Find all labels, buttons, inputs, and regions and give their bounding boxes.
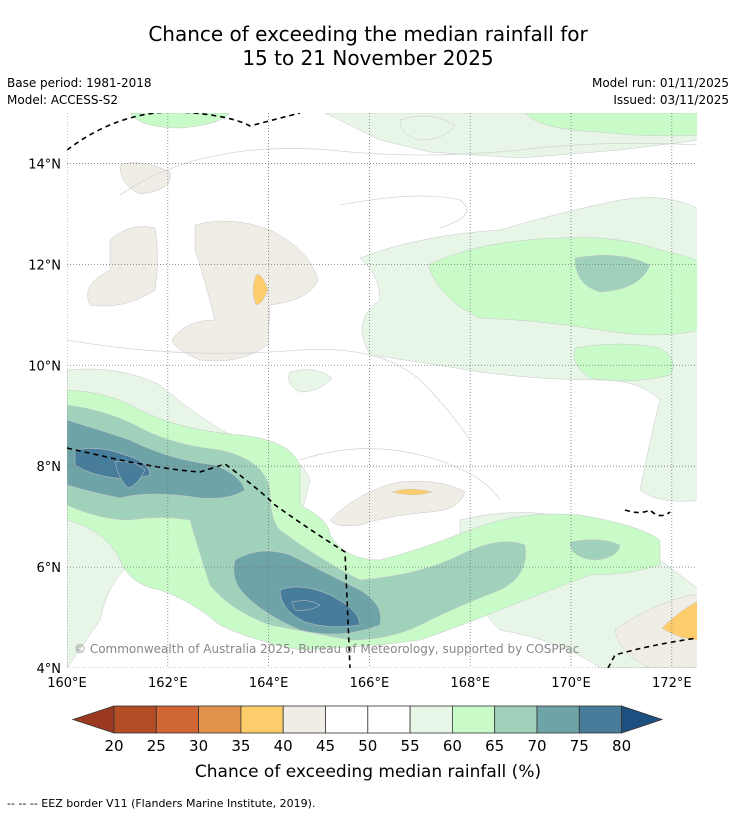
colorbar-tick-label: 70 <box>527 737 546 755</box>
meta-right: Model run: 01/11/2025 Issued: 03/11/2025 <box>592 75 729 109</box>
colorbar-tick-label: 35 <box>231 737 250 755</box>
colorbar-tick-label: 20 <box>104 737 123 755</box>
colorbar-tick-label: 45 <box>316 737 335 755</box>
x-tick-label: 160°E <box>47 676 87 691</box>
colorbar-segment <box>451 705 496 734</box>
x-tick-label: 162°E <box>148 676 188 691</box>
region-35-center <box>391 488 433 496</box>
issued-date: Issued: 03/11/2025 <box>613 93 729 107</box>
colorbar-tick-label: 55 <box>401 737 420 755</box>
x-tick-label: 172°E <box>652 676 692 691</box>
region-65-east <box>569 539 621 561</box>
region-60-ne <box>524 113 697 137</box>
colorbar-tick-label: 80 <box>612 737 631 755</box>
chart-title: Chance of exceeding the median rainfall … <box>0 22 736 70</box>
y-tick-label: 6°N <box>37 561 62 576</box>
y-tick-label: 12°N <box>28 258 61 273</box>
y-tick-label: 4°N <box>37 662 62 677</box>
region-40-north <box>171 220 319 362</box>
colorbar-segment <box>494 705 538 734</box>
colorbar-min-arrow <box>71 705 115 734</box>
colorbar-tick-label: 60 <box>443 737 462 755</box>
title-line-1: Chance of exceeding the median rainfall … <box>148 22 588 46</box>
y-tick-label: 10°N <box>28 359 61 374</box>
region-60-east-2 <box>573 343 674 382</box>
colorbar-tick-label: 50 <box>358 737 377 755</box>
colorbar-tick-label: 40 <box>274 737 293 755</box>
colorbar-segment <box>240 705 284 734</box>
colorbar-segment <box>282 705 326 734</box>
colorbar-segment <box>409 705 453 734</box>
colorbar-segment <box>578 705 622 734</box>
colorbar-segment <box>325 705 369 734</box>
region-40-west <box>87 226 158 307</box>
colorbar-segment <box>367 705 411 734</box>
region-75-south <box>279 586 361 628</box>
colorbar-segment <box>113 705 157 734</box>
region-55-small <box>399 115 456 141</box>
model-name: Model: ACCESS-S2 <box>7 93 119 107</box>
region-55-small-2 <box>288 369 333 393</box>
x-tick-label: 166°E <box>350 676 390 691</box>
region-80-core-2 <box>291 600 321 611</box>
colorbar-segment <box>155 705 200 734</box>
colorbar-tick-label: 30 <box>189 737 208 755</box>
y-tick-label: 14°N <box>28 157 61 172</box>
model-run: Model run: 01/11/2025 <box>591 76 729 90</box>
copyright-text: © Commonwealth of Australia 2025, Bureau… <box>74 642 579 656</box>
y-axis: 4°N 6°N 8°N 10°N 12°N 14°N <box>28 157 61 677</box>
map-field <box>67 113 697 668</box>
title-line-2: 15 to 21 November 2025 <box>242 46 494 70</box>
colorbar: 20 25 30 35 40 45 50 55 60 65 70 75 80 <box>71 705 664 755</box>
region-35-north <box>252 274 269 306</box>
colorbar-segment <box>536 705 580 734</box>
x-tick-label: 164°E <box>249 676 289 691</box>
base-period: Base period: 1981-2018 <box>7 76 152 90</box>
eez-footer: -- -- -- EEZ border V11 (Flanders Marine… <box>7 797 316 810</box>
colorbar-tick-label: 25 <box>147 737 166 755</box>
colorbar-tick-label: 75 <box>570 737 589 755</box>
y-tick-label: 8°N <box>37 460 62 475</box>
colorbar-max-arrow <box>621 705 664 734</box>
colorbar-label: Chance of exceeding median rainfall (%) <box>194 762 542 782</box>
region-70-west <box>67 419 246 499</box>
meta-left: Base period: 1981-2018 Model: ACCESS-S2 <box>7 75 152 109</box>
colorbar-tick-label: 65 <box>485 737 504 755</box>
x-axis: 160°E 162°E 164°E 166°E 168°E 170°E 172°E <box>47 676 691 691</box>
x-tick-label: 168°E <box>450 676 490 691</box>
x-tick-label: 170°E <box>551 676 591 691</box>
region-40-se <box>614 594 697 668</box>
colorbar-segment <box>198 705 242 734</box>
region-35-se <box>661 601 697 641</box>
